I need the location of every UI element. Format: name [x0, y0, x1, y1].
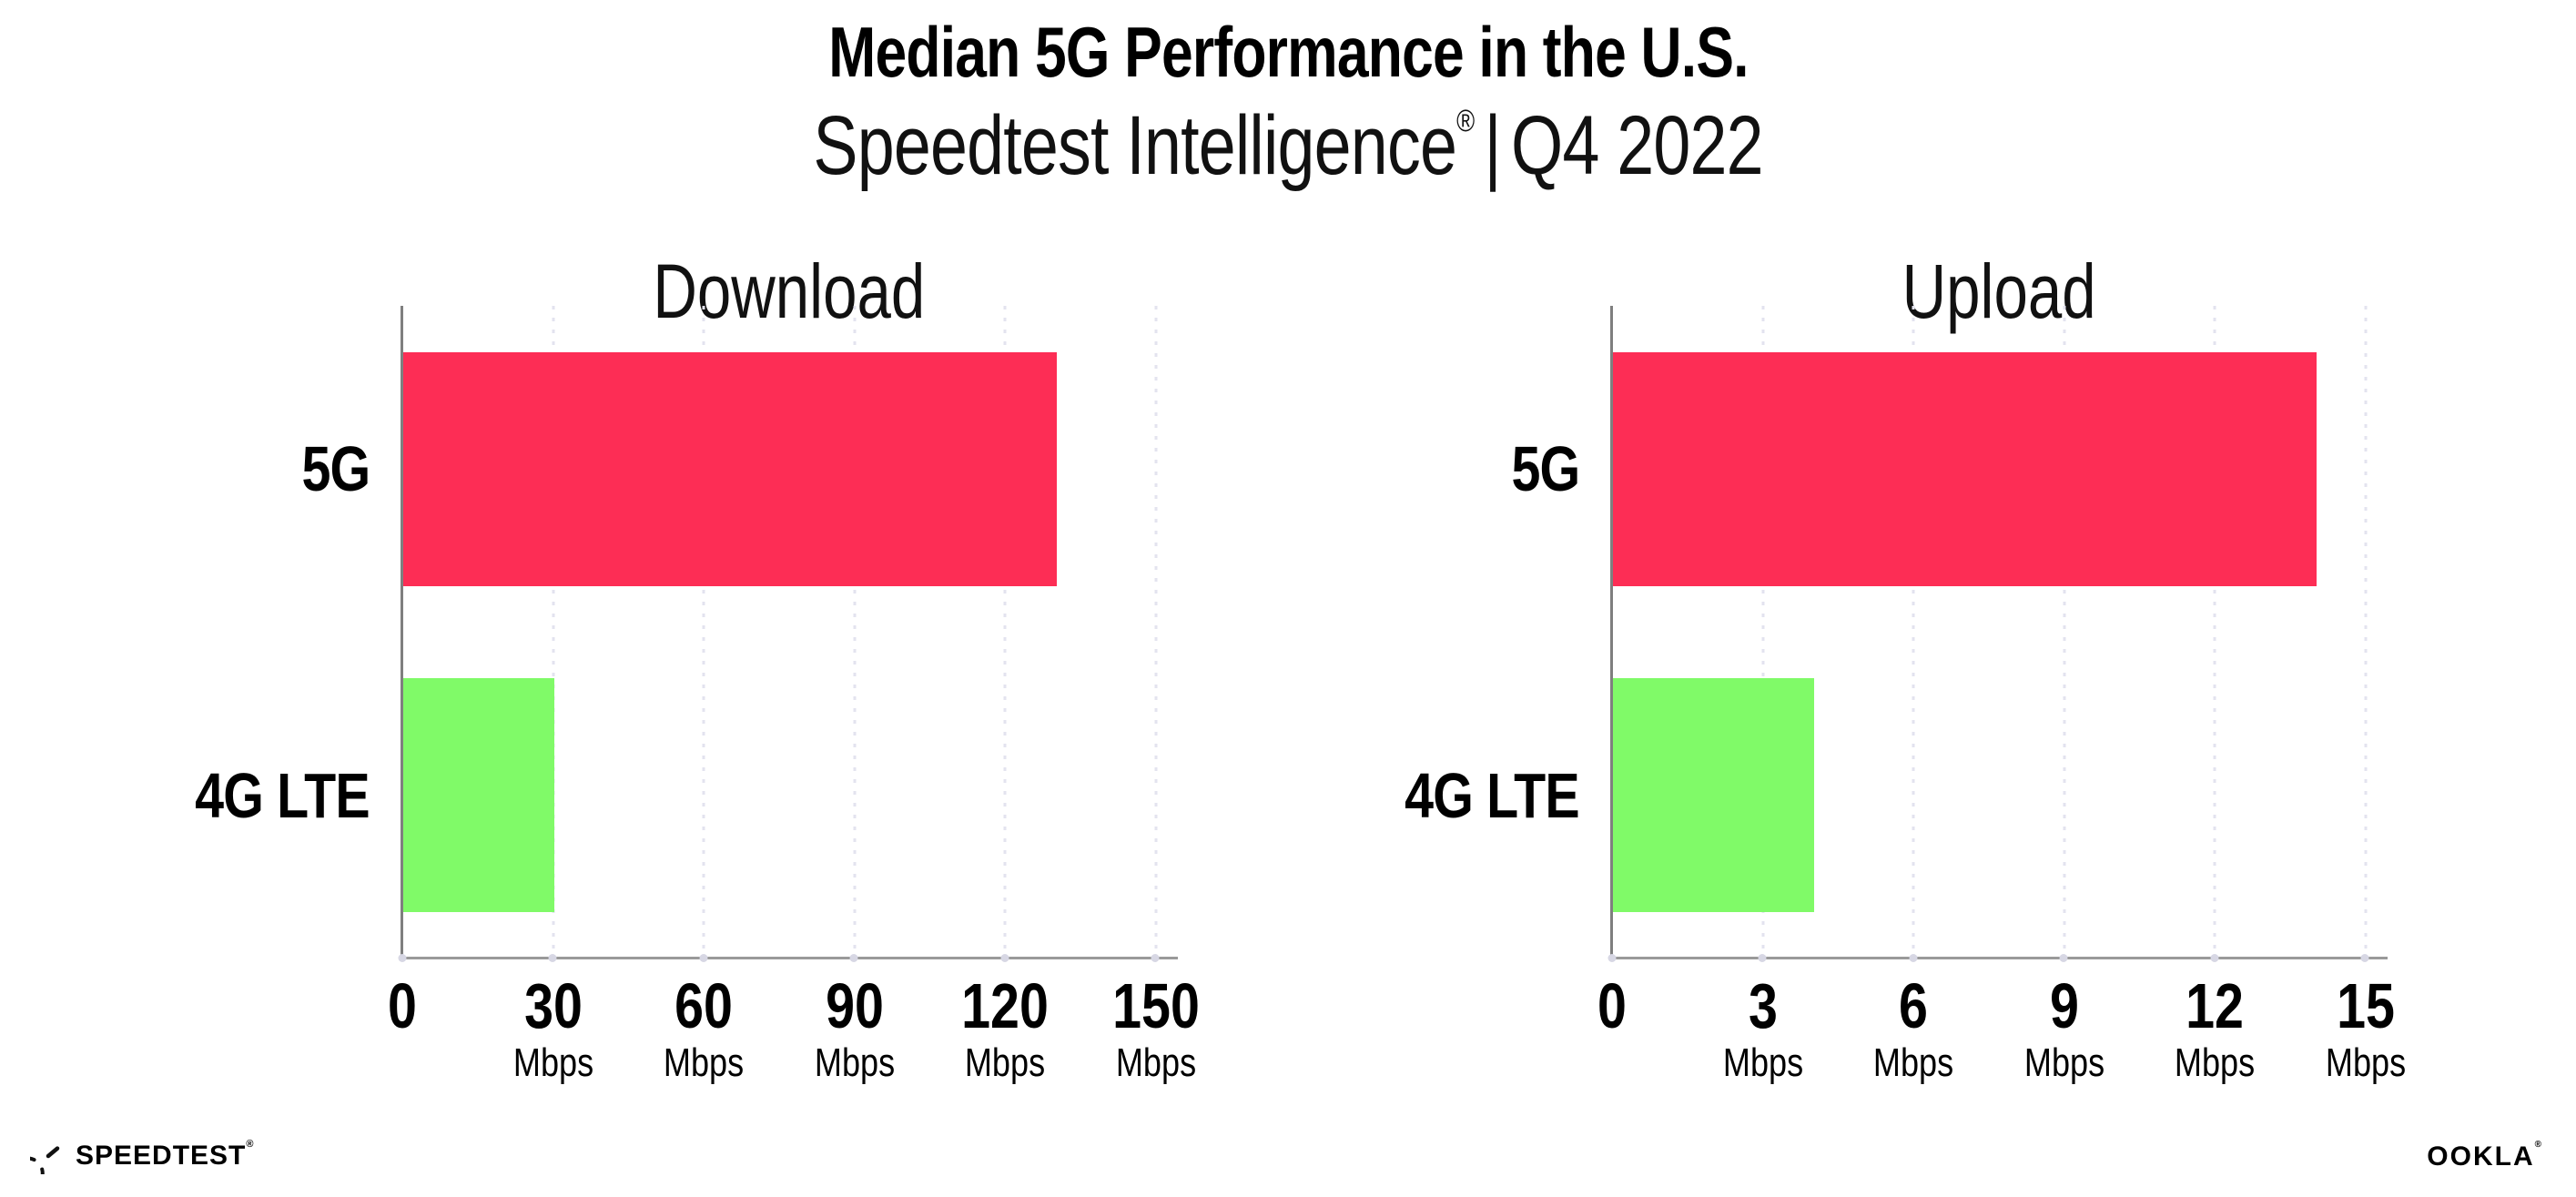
registered-mark: ®: [1455, 104, 1475, 138]
axis-tick-dot: [1151, 954, 1160, 962]
x-tick-value: 3: [1748, 970, 1778, 1041]
x-tick-value: 0: [388, 970, 417, 1041]
y-axis-spine: [1610, 306, 1613, 959]
axis-tick-dot: [398, 954, 406, 962]
x-tick-label: 12 Mbps: [2175, 972, 2255, 1085]
download-chart-title-text: Download: [653, 249, 926, 334]
gridline: [1154, 306, 1158, 959]
x-tick-value: 120: [961, 970, 1050, 1041]
x-tick-label: 90 Mbps: [815, 972, 895, 1085]
axis-tick-dot: [2360, 954, 2369, 962]
axis-tick-dot: [1000, 954, 1009, 962]
x-tick-value: 9: [2049, 970, 2079, 1041]
x-tick-unit: Mbps: [1115, 1040, 1197, 1085]
bar-4g-lte: [1613, 678, 1814, 913]
speedtest-label: SPEEDTEST: [76, 1141, 247, 1171]
x-axis-ticks: 0 30 Mbps 60 Mbps 90 Mbps 120 Mbps 150 Mbps: [388, 972, 1200, 1090]
ookla-logo: OOKLA®: [2427, 1140, 2543, 1172]
x-tick-label: 120 Mbps: [961, 972, 1049, 1085]
gridline: [1912, 306, 1915, 959]
speedtest-registered-mark: ®: [246, 1139, 255, 1150]
axis-tick-dot: [699, 954, 708, 962]
x-tick-unit: Mbps: [2325, 1040, 2407, 1085]
x-tick-value: 30: [523, 970, 583, 1041]
bar-5g: [1613, 351, 2317, 586]
subtitle-period: Q4 2022: [1510, 99, 1764, 192]
x-tick-value: 60: [674, 970, 734, 1041]
x-tick-label: 0: [388, 972, 417, 1040]
x-tick-label: 150 Mbps: [1112, 972, 1200, 1085]
x-tick-unit: Mbps: [1722, 1040, 1803, 1085]
x-tick-unit: Mbps: [664, 1040, 745, 1085]
x-tick-unit: Mbps: [512, 1040, 593, 1085]
bar-4g-lte: [403, 678, 554, 913]
category-label-4g-lte: 4G LTE: [195, 759, 370, 831]
x-tick-label: 9 Mbps: [2024, 972, 2104, 1085]
page-subtitle-text: Speedtest Intelligence® | Q4 2022: [813, 98, 1764, 194]
gridline: [1761, 306, 1765, 959]
axis-tick-dot: [2059, 954, 2068, 962]
x-tick-value: 12: [2186, 970, 2245, 1041]
y-axis-spine: [401, 306, 403, 959]
x-tick-label: 6 Mbps: [1873, 972, 1953, 1085]
page-subtitle: Speedtest Intelligence® | Q4 2022: [0, 98, 2576, 194]
axis-tick-dot: [548, 954, 557, 962]
axis-tick-dot: [1607, 954, 1616, 962]
speedtest-logo: SPEEDTEST®: [30, 1137, 254, 1175]
x-tick-value: 150: [1112, 970, 1200, 1041]
x-tick-unit: Mbps: [2175, 1040, 2256, 1085]
x-tick-value: 0: [1597, 970, 1627, 1041]
page-title-text: Median 5G Performance in the U.S.: [827, 12, 1749, 92]
category-label-4g-lte: 4G LTE: [1405, 759, 1580, 831]
x-tick-label: 60 Mbps: [664, 972, 744, 1085]
page-title: Median 5G Performance in the U.S.: [0, 11, 2576, 94]
x-tick-label: 15 Mbps: [2326, 972, 2406, 1085]
ookla-label: OOKLA: [2427, 1141, 2535, 1172]
plot-area: [401, 306, 1176, 959]
speedtest-wordmark: SPEEDTEST®: [76, 1139, 255, 1172]
speedtest-gauge-icon: [30, 1146, 60, 1174]
gridline: [2063, 306, 2066, 959]
gridline: [552, 306, 555, 959]
subtitle-brand: Speedtest Intelligence: [813, 99, 1456, 192]
x-tick-value: 90: [825, 970, 884, 1041]
category-labels: 5G 4G LTE: [1215, 306, 1580, 959]
x-axis-line: [1607, 954, 2388, 962]
gridline: [853, 306, 857, 959]
ookla-registered-mark: ®: [2534, 1140, 2543, 1150]
plot-area: [1610, 306, 2386, 959]
axis-tick-dot: [1758, 954, 1767, 962]
x-tick-label: 30 Mbps: [512, 972, 593, 1085]
x-tick-label: 0: [1597, 972, 1627, 1040]
x-tick-value: 15: [2336, 970, 2395, 1041]
bar-5g: [403, 351, 1057, 586]
axis-tick-dot: [2210, 954, 2219, 962]
subtitle-separator: |: [1484, 99, 1501, 192]
x-tick-unit: Mbps: [2023, 1040, 2104, 1085]
download-chart-title: Download: [607, 248, 971, 336]
x-tick-label: 3 Mbps: [1722, 972, 1802, 1085]
category-label-5g: 5G: [1511, 433, 1580, 505]
x-axis-line: [398, 954, 1178, 962]
axis-tick-dot: [1909, 954, 1918, 962]
category-label-5g: 5G: [301, 433, 370, 505]
x-tick-unit: Mbps: [814, 1040, 895, 1085]
x-axis-ticks: 0 3 Mbps 6 Mbps 9 Mbps 12 Mbps 15 Mbps: [1597, 972, 2406, 1090]
gridline: [702, 306, 705, 959]
x-tick-unit: Mbps: [1873, 1040, 1954, 1085]
gridline: [2213, 306, 2216, 959]
x-tick-unit: Mbps: [965, 1040, 1046, 1085]
category-labels: 5G 4G LTE: [5, 306, 370, 959]
axis-tick-dot: [849, 954, 858, 962]
gridline: [2364, 306, 2368, 959]
gridline: [1003, 306, 1007, 959]
x-tick-value: 6: [1899, 970, 1929, 1041]
